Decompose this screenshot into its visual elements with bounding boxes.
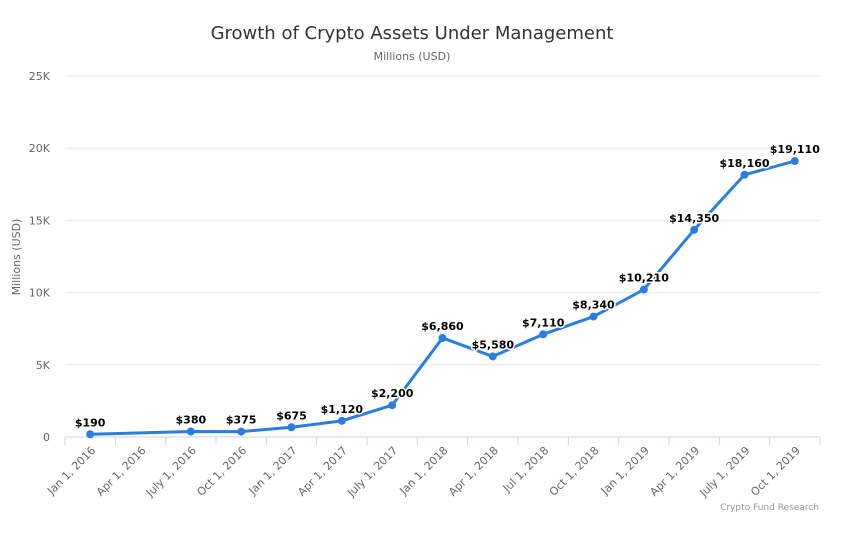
y-tick-label: 20K (29, 142, 51, 155)
data-point[interactable] (237, 427, 246, 436)
x-tick-label: Jan 1, 2019 (598, 444, 652, 498)
data-point[interactable] (740, 170, 749, 179)
data-label: $6,860 (421, 320, 464, 333)
y-tick-label: 10K (29, 287, 51, 300)
x-tick-label: Apr 1, 2017 (295, 444, 350, 499)
x-tick-label: Oct 1, 2019 (748, 444, 803, 499)
data-label: $19,110 (770, 143, 820, 156)
data-point[interactable] (337, 416, 346, 425)
data-label: $18,160 (719, 157, 769, 170)
x-tick-label: Apr 1, 2018 (446, 444, 501, 499)
x-tick-label: July 1, 2019 (697, 444, 753, 500)
data-label: $375 (226, 414, 257, 427)
x-tick-label: Jan 1, 2017 (246, 444, 300, 498)
data-label: $380 (176, 414, 207, 427)
data-label: $5,580 (472, 338, 515, 351)
chart-title: Growth of Crypto Assets Under Management (211, 23, 614, 44)
data-point[interactable] (186, 427, 195, 436)
data-point[interactable] (438, 333, 447, 342)
data-label: $14,350 (669, 212, 719, 225)
data-point[interactable] (388, 401, 397, 410)
x-tick-label: Jul 1, 2018 (500, 444, 551, 495)
y-axis-ticks: 0 5K 10K 15K 20K 25K (29, 70, 51, 444)
x-tick-label: Oct 1, 2018 (547, 444, 602, 499)
x-tick-label: Jan 1, 2016 (44, 444, 98, 498)
series-aum (86, 157, 799, 439)
data-point[interactable] (287, 423, 296, 432)
data-label: $2,200 (371, 387, 414, 400)
chart-credit: Crypto Fund Research (720, 503, 819, 513)
data-label: $1,120 (321, 403, 364, 416)
data-point[interactable] (639, 285, 648, 294)
x-tick-label: Oct 1, 2016 (194, 444, 249, 499)
y-axis-label: Millions (USD) (10, 219, 23, 296)
x-tick-label: Apr 1, 2019 (647, 444, 702, 499)
series-line (88, 159, 797, 436)
data-point[interactable] (690, 225, 699, 234)
data-labels: $190 $380 $375 $675 $1,120 $2,200 $6,860 $5,580… (73, 142, 821, 431)
y-tick-label: 15K (29, 214, 51, 227)
y-tick-label: 5K (36, 359, 51, 372)
y-tick-label: 25K (29, 70, 51, 83)
data-label: $8,340 (572, 299, 615, 312)
x-tick-label: July 1, 2016 (143, 444, 199, 500)
data-label: $190 (75, 416, 106, 429)
chart-subtitle: Millions (USD) (374, 50, 451, 63)
data-point[interactable] (488, 352, 497, 361)
x-tick-label: Jan 1, 2018 (397, 444, 451, 498)
data-label: $10,210 (619, 272, 669, 285)
data-point[interactable] (539, 330, 548, 339)
gridlines (65, 75, 820, 366)
data-point[interactable] (86, 430, 95, 439)
data-label: $7,110 (522, 316, 565, 329)
x-tick-label: July 1, 2017 (344, 444, 400, 500)
x-tick-label: Apr 1, 2016 (94, 444, 149, 499)
data-point[interactable] (790, 157, 799, 166)
y-tick-label: 0 (43, 431, 50, 444)
data-point[interactable] (589, 312, 598, 321)
data-label: $675 (276, 409, 307, 422)
